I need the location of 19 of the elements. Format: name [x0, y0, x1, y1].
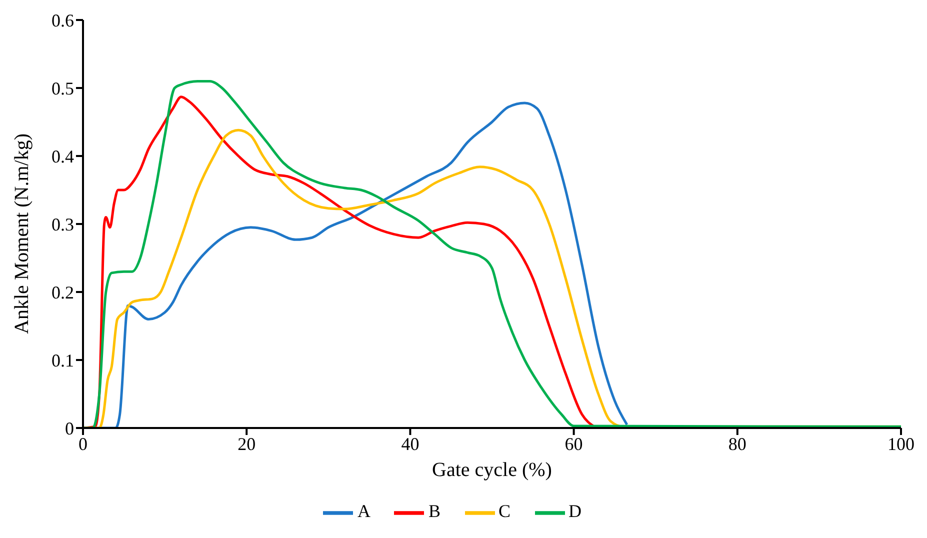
legend-label: D — [568, 501, 582, 522]
x-axis-title: Gate cycle (%) — [432, 459, 552, 481]
y-tick-label: 0.1 — [52, 350, 74, 370]
y-tick-label: 0.2 — [52, 282, 74, 302]
y-tick-label: 0.4 — [52, 146, 74, 166]
legend-label: A — [357, 501, 370, 522]
x-tick-label: 80 — [728, 434, 746, 454]
y-axis-title: Ankle Moment (N.m/kg) — [11, 133, 34, 334]
legend-label: C — [498, 501, 511, 522]
x-tick-label: 20 — [238, 434, 256, 454]
x-tick-label: 100 — [888, 434, 914, 454]
y-tick-label: 0.5 — [52, 78, 74, 98]
y-tick-label: 0 — [65, 418, 74, 438]
x-tick-label: 0 — [78, 434, 88, 454]
y-tick-label: 0.6 — [52, 10, 74, 30]
legend-label: B — [428, 501, 440, 522]
x-tick-label: 60 — [564, 434, 583, 454]
y-tick-label: 0.3 — [52, 214, 74, 234]
x-tick-label: 40 — [401, 434, 420, 454]
